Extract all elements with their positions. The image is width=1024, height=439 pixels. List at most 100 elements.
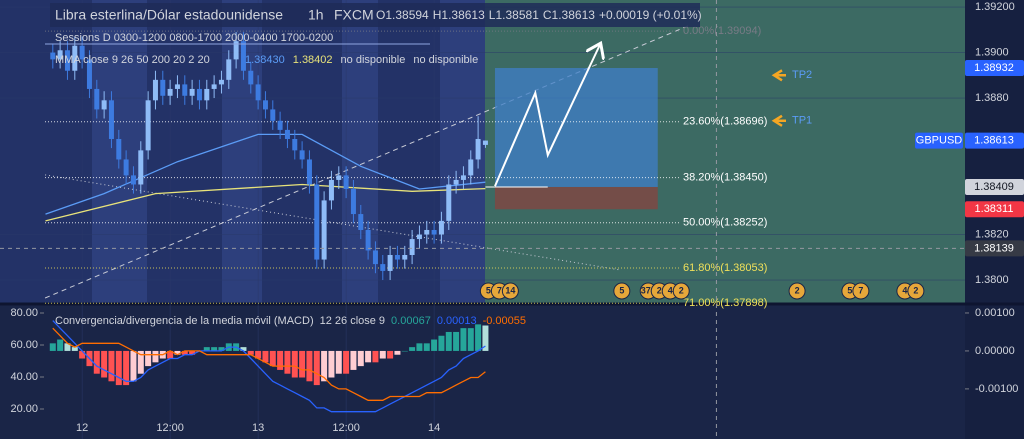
histogram-bar <box>438 335 445 351</box>
histogram-bar <box>431 339 438 351</box>
histogram-bar <box>291 350 298 378</box>
histogram-bar <box>387 350 394 359</box>
histogram-bar <box>262 350 269 363</box>
event-count: 5 <box>847 285 852 295</box>
signal-line <box>52 327 486 401</box>
histogram-bar <box>211 347 218 351</box>
ohlc-key: L <box>489 8 496 22</box>
candle-body <box>94 88 100 110</box>
ohlc: O1.38594 H1.38613 L1.38581 C1.38613 +0.00019… <box>376 8 702 22</box>
symbol-tag-label: GBPUSD <box>916 134 963 146</box>
candle-body <box>189 88 195 96</box>
mma-value: 1.38430 <box>245 54 285 66</box>
histogram-bar <box>108 350 115 382</box>
price-tag <box>965 132 1024 149</box>
histogram-bar <box>482 325 489 351</box>
histogram-bar <box>167 350 174 359</box>
candle-body <box>255 84 261 101</box>
candle-body <box>416 234 422 240</box>
histogram-bar <box>152 350 159 363</box>
y2-tick-label: 60.00 <box>10 339 38 351</box>
price-tag-label: 1.38613 <box>974 134 1014 146</box>
y-tick-label: 1.3900 <box>975 46 1009 58</box>
histogram-bar <box>394 350 401 355</box>
y-tick-label: -0.00100 <box>975 383 1018 395</box>
candle-body <box>358 214 364 230</box>
event-count: 2 <box>657 285 662 295</box>
candle-body <box>270 109 276 121</box>
candle-body <box>394 255 400 260</box>
candle-body <box>284 129 290 139</box>
candle-body <box>130 175 136 185</box>
histogram-bar <box>174 350 181 355</box>
candle-body <box>321 200 327 260</box>
fib-label: 50.00%(1.38252) <box>683 217 767 229</box>
position-stop <box>494 186 658 210</box>
candle-body <box>453 179 459 185</box>
histogram-bar <box>49 343 56 351</box>
candle-body <box>248 70 254 85</box>
event-count: 374 <box>641 285 656 295</box>
candle-body <box>299 150 305 160</box>
candle-body <box>431 229 437 235</box>
candle-body <box>50 52 56 60</box>
histogram-bar <box>123 350 130 386</box>
fib-label: 23.60%(1.38696) <box>683 116 767 128</box>
candle-body <box>108 100 114 139</box>
candle-body <box>138 150 144 185</box>
candle-body <box>218 79 224 85</box>
target-label: TP1 <box>792 115 812 127</box>
target-label: TP2 <box>792 69 812 81</box>
mma-values: 1.38430 1.38402 no disponible no disponible <box>245 54 478 66</box>
histogram-bar <box>247 350 254 355</box>
candle-body <box>262 100 268 110</box>
y-tick-label: 1.3880 <box>975 92 1009 104</box>
candle-body <box>372 250 378 265</box>
candle-body <box>204 88 210 101</box>
candle-body <box>167 88 173 96</box>
candle-body <box>196 88 202 101</box>
candle-body <box>402 255 408 260</box>
candle-body <box>409 239 415 256</box>
event-icon <box>501 282 519 300</box>
candle-body <box>424 229 430 235</box>
position-target <box>494 68 658 187</box>
macd-params: 12 26 close 9 <box>320 315 385 327</box>
ohlc-value: 1.38581 <box>495 8 539 22</box>
sessions-indicator: Sessions D 0300-1200 0800-1700 2000-0400… <box>55 32 333 44</box>
y-tick-label: 1.3820 <box>975 228 1009 240</box>
histogram-bar <box>467 328 474 351</box>
histogram-bar <box>409 347 416 351</box>
candle-body <box>387 255 393 271</box>
histogram-bar <box>181 350 188 355</box>
price-tag <box>965 240 1024 257</box>
fib-label: 0.00%(1.39094) <box>683 25 761 37</box>
price-tag-label: 1.38311 <box>975 203 1014 215</box>
histogram-bar <box>115 350 122 386</box>
candle-body <box>101 100 107 110</box>
histogram-bar <box>321 350 328 382</box>
event-icon <box>788 282 806 300</box>
event-count: 5 <box>486 285 491 295</box>
session-band <box>342 0 378 303</box>
candle-body <box>468 159 474 176</box>
fib-label: 61.80%(1.38053) <box>683 262 767 274</box>
candle-body <box>350 189 356 215</box>
macd-title: Convergencia/divergencia de la media móv… <box>55 315 314 327</box>
price-tag-label: 1.38409 <box>974 181 1014 193</box>
histogram-bar <box>101 350 108 378</box>
projection <box>494 45 600 187</box>
candle-body <box>72 45 78 71</box>
symbol: Libra esterlina/Dólar estadounidense <box>55 7 283 23</box>
ohlc-value: 1.38594 <box>385 8 429 22</box>
event-icon <box>613 282 631 300</box>
histogram-bar <box>255 350 262 359</box>
candle-body <box>240 41 246 71</box>
candle-body <box>365 229 371 251</box>
histogram-bar <box>445 331 452 351</box>
fib-label: 71.00%(1.37898) <box>683 297 767 309</box>
price-tag <box>965 60 1024 77</box>
x-tick-label: 12:00 <box>332 422 360 434</box>
histogram-bar <box>313 350 320 386</box>
